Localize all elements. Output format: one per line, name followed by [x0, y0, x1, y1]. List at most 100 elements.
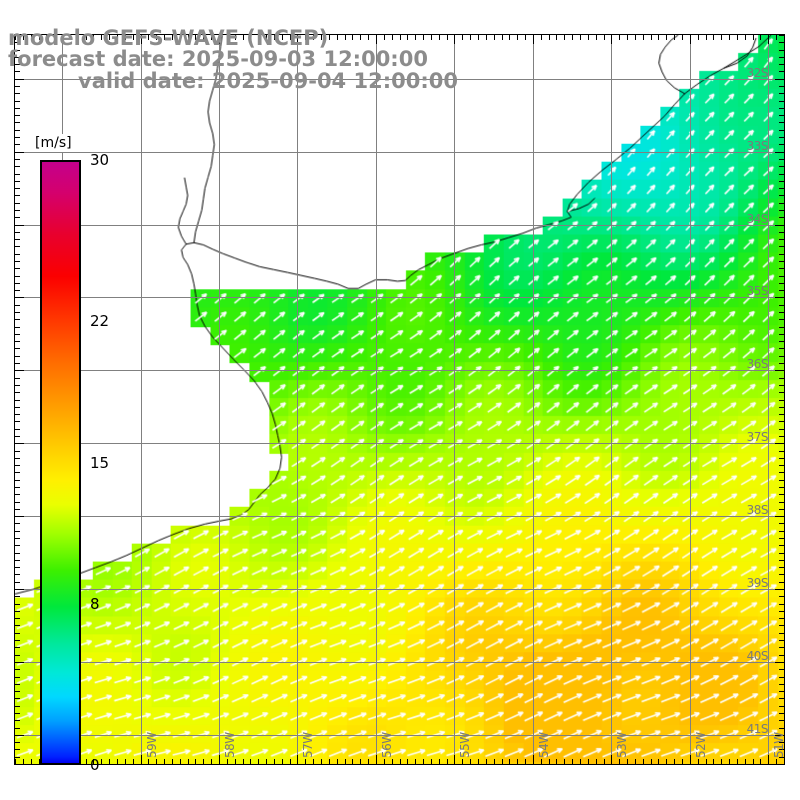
axis-tick-right	[779, 749, 784, 750]
axis-tick-right	[775, 297, 784, 298]
axis-tick-bottom	[384, 759, 385, 764]
axis-tick-right	[779, 458, 784, 459]
axis-tick-bottom	[729, 759, 730, 764]
axis-tick-bottom	[195, 759, 196, 764]
axis-tick-bottom	[15, 759, 16, 764]
axis-tick-bottom	[93, 759, 94, 764]
axis-tick-bottom	[337, 759, 338, 764]
axis-tick-bottom	[400, 759, 401, 764]
axis-tick-right	[779, 174, 784, 175]
axis-tick-top	[164, 35, 165, 40]
axis-tick-right	[779, 582, 784, 583]
axis-tick-right	[779, 166, 784, 167]
axis-tick-top	[243, 35, 244, 40]
axis-tick-right	[779, 742, 784, 743]
axis-tick-bottom	[235, 759, 236, 764]
axis-tick-right	[779, 407, 784, 408]
axis-tick-bottom	[109, 759, 110, 764]
axis-tick-top	[564, 35, 565, 40]
axis-tick-top	[321, 35, 322, 40]
axis-tick-top	[180, 35, 181, 40]
map-plot-area[interactable]: 60W59W58W57W56W55W54W53W52W51W32S33S34S3…	[14, 34, 785, 765]
axis-tick-bottom	[423, 759, 424, 764]
axis-tick-bottom	[415, 759, 416, 764]
axis-tick-top	[580, 35, 581, 40]
axis-tick-top	[219, 35, 220, 44]
axis-tick-top	[39, 35, 40, 40]
axis-tick-right	[779, 122, 784, 123]
axis-tick-top	[635, 35, 636, 40]
axis-tick-top	[274, 35, 275, 40]
axis-tick-bottom	[164, 759, 165, 764]
axis-tick-right	[779, 356, 784, 357]
axis-tick-bottom	[345, 759, 346, 764]
axis-tick-right	[779, 35, 784, 36]
axis-tick-right	[779, 574, 784, 575]
axis-tick-bottom	[494, 759, 495, 764]
axis-tick-top	[768, 35, 769, 44]
axis-tick-right	[779, 276, 784, 277]
axis-tick-left	[15, 64, 20, 65]
axis-tick-right	[775, 589, 784, 590]
axis-tick-bottom	[141, 755, 142, 764]
axis-tick-right	[779, 232, 784, 233]
axis-tick-left	[15, 706, 20, 707]
axis-tick-bottom	[125, 759, 126, 764]
axis-tick-top	[776, 35, 777, 40]
axis-tick-left	[15, 217, 20, 218]
axis-tick-left	[15, 567, 20, 568]
axis-tick-right	[775, 225, 784, 226]
axis-tick-bottom	[156, 759, 157, 764]
axis-tick-top	[117, 35, 118, 40]
axis-tick-top	[698, 35, 699, 40]
axis-tick-left	[15, 181, 20, 182]
axis-tick-left	[15, 319, 20, 320]
colorbar-gradient	[40, 160, 81, 765]
axis-tick-left	[15, 86, 20, 87]
axis-tick-bottom	[619, 759, 620, 764]
axis-tick-left	[15, 159, 20, 160]
axis-tick-left	[15, 749, 20, 750]
axis-tick-right	[779, 159, 784, 160]
axis-tick-right	[779, 465, 784, 466]
axis-tick-left	[15, 79, 24, 80]
axis-tick-right	[779, 108, 784, 109]
axis-tick-bottom	[360, 759, 361, 764]
axis-tick-bottom	[133, 759, 134, 764]
axis-tick-left	[15, 283, 20, 284]
colorbar-tick-label: 15	[90, 453, 110, 472]
gridline-longitude	[297, 35, 298, 764]
axis-tick-right	[779, 312, 784, 313]
colorbar-tick-label: 0	[90, 756, 100, 774]
axis-tick-right	[779, 42, 784, 43]
longitude-label: 53W	[615, 732, 629, 758]
axis-tick-bottom	[352, 759, 353, 764]
axis-tick-right	[779, 188, 784, 189]
axis-tick-left	[15, 50, 20, 51]
axis-tick-top	[235, 35, 236, 40]
axis-tick-right	[779, 531, 784, 532]
axis-tick-bottom	[470, 759, 471, 764]
axis-tick-left	[15, 611, 20, 612]
axis-tick-top	[282, 35, 283, 40]
axis-tick-top	[619, 35, 620, 40]
axis-tick-left	[15, 684, 20, 685]
axis-tick-right	[779, 698, 784, 699]
axis-tick-right	[779, 348, 784, 349]
axis-tick-bottom	[745, 759, 746, 764]
axis-tick-right	[779, 144, 784, 145]
axis-tick-bottom	[556, 759, 557, 764]
axis-tick-top	[290, 35, 291, 40]
axis-tick-right	[779, 567, 784, 568]
axis-tick-left	[15, 246, 20, 247]
axis-tick-bottom	[447, 759, 448, 764]
longitude-label: 57W	[301, 732, 315, 758]
gridline-latitude	[15, 735, 784, 736]
axis-tick-bottom	[39, 759, 40, 764]
axis-tick-right	[775, 735, 784, 736]
axis-tick-top	[368, 35, 369, 40]
axis-tick-bottom	[392, 759, 393, 764]
axis-tick-bottom	[517, 759, 518, 764]
axis-tick-bottom	[588, 759, 589, 764]
